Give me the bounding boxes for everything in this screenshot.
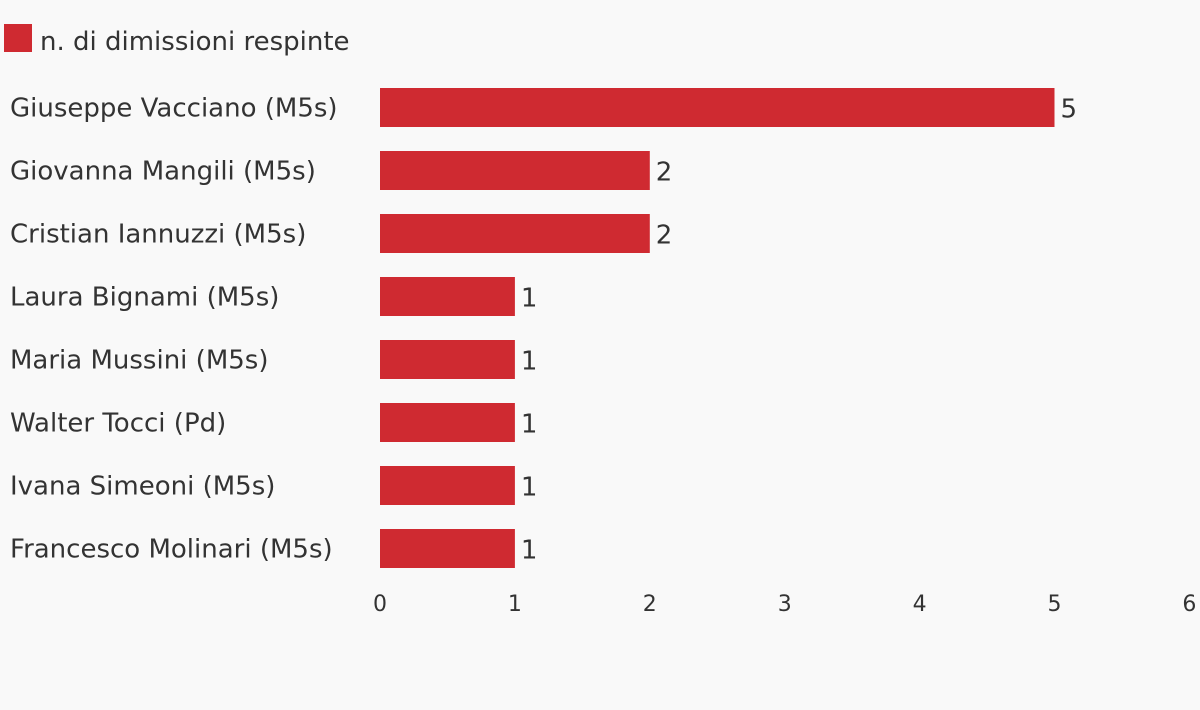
legend-label: n. di dimissioni respinte	[40, 27, 350, 57]
category-label: Maria Mussini (M5s)	[10, 346, 268, 376]
data-label: 2	[656, 221, 673, 251]
x-tick-label: 6	[1182, 592, 1196, 617]
category-label: Laura Bignami (M5s)	[10, 283, 279, 313]
legend: n. di dimissioni respinte	[4, 24, 350, 57]
category-label: Giovanna Mangili (M5s)	[10, 157, 316, 187]
data-label: 1	[521, 410, 538, 440]
bar	[380, 340, 515, 379]
bar	[380, 88, 1055, 127]
data-label: 5	[1061, 95, 1078, 125]
bar	[380, 214, 650, 253]
x-tick-label: 5	[1048, 592, 1062, 617]
x-tick-label: 1	[508, 592, 522, 617]
category-label: Walter Tocci (Pd)	[10, 409, 226, 439]
data-label: 2	[656, 158, 673, 188]
category-label: Giuseppe Vacciano (M5s)	[10, 94, 338, 124]
legend-swatch	[4, 24, 32, 52]
bar	[380, 277, 515, 316]
category-label: Cristian Iannuzzi (M5s)	[10, 220, 306, 250]
x-tick-label: 0	[373, 592, 387, 617]
category-label: Francesco Molinari (M5s)	[10, 535, 333, 565]
x-axis: 0 1 2 3 4 5 6	[373, 592, 1196, 617]
bar	[380, 403, 515, 442]
bar	[380, 466, 515, 505]
x-tick-label: 2	[643, 592, 657, 617]
bar	[380, 529, 515, 568]
bar	[380, 151, 650, 190]
category-label: Ivana Simeoni (M5s)	[10, 472, 275, 502]
x-tick-label: 4	[913, 592, 927, 617]
data-label: 1	[521, 536, 538, 566]
x-tick-label: 3	[778, 592, 792, 617]
data-label: 1	[521, 347, 538, 377]
data-label: 1	[521, 473, 538, 503]
data-label: 1	[521, 284, 538, 314]
bars-group: Giuseppe Vacciano (M5s) 5 Giovanna Mangili…	[10, 88, 1077, 568]
